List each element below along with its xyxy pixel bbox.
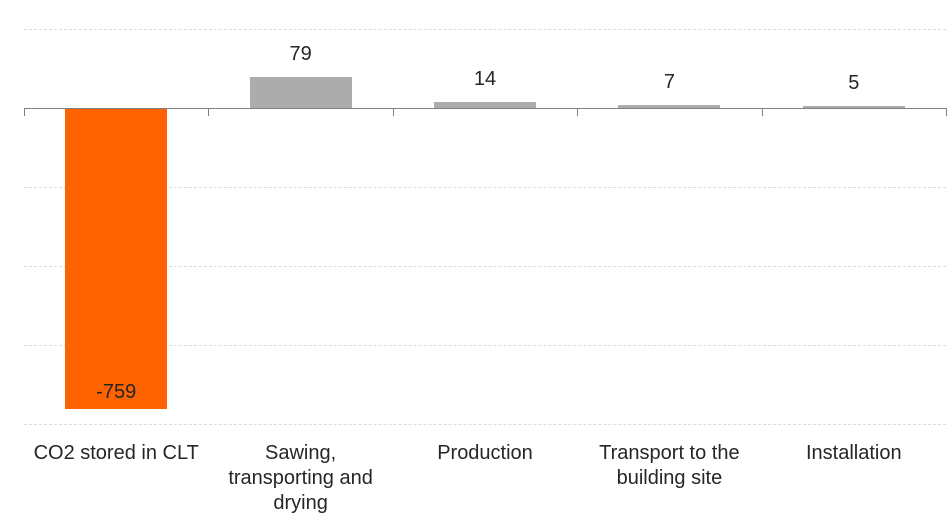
- x-axis-tick: [761, 108, 763, 116]
- bar-transport-to-the-building-site: [618, 105, 721, 108]
- value-label-sawing-transporting-and-drying: 79: [289, 42, 312, 65]
- category-label-line: CO2 stored in CLT: [33, 442, 199, 464]
- category-label-sawing-transporting-and-drying: Sawing, transporting and drying: [201, 441, 401, 516]
- category-label-line: drying: [273, 492, 328, 514]
- x-axis-tick: [946, 108, 947, 116]
- category-label-production: Production: [385, 441, 585, 466]
- gridline: [24, 345, 946, 346]
- category-label-line: Installation: [805, 442, 902, 464]
- category-label-line: Production: [437, 442, 533, 464]
- value-label-installation: 5: [848, 72, 860, 95]
- gridline: [24, 424, 946, 425]
- value-label-production: 14: [473, 68, 497, 91]
- bar-sawing-transporting-and-drying: [249, 76, 352, 108]
- x-axis-line: [24, 108, 946, 109]
- x-axis-tick: [392, 108, 394, 116]
- category-label-transport-to-the-building-site: Transport to the building site: [569, 441, 769, 491]
- gridline: [24, 187, 946, 188]
- category-label-co2-stored-in-clt: CO2 stored in CLT: [16, 441, 216, 466]
- category-label-line: transporting and: [228, 467, 373, 489]
- x-axis-tick: [577, 108, 579, 116]
- x-axis-tick: [24, 108, 25, 116]
- bar-production: [434, 102, 536, 108]
- gridline: [24, 29, 946, 30]
- value-label-transport-to-the-building-site: 7: [663, 71, 675, 94]
- bar-installation: [802, 106, 905, 108]
- value-label-co2-stored-in-clt: -759: [96, 380, 137, 403]
- bar-co2-stored-in-clt: [65, 109, 168, 409]
- x-axis-tick: [208, 108, 210, 116]
- category-label-line: building site: [616, 467, 723, 489]
- category-label-installation: Installation: [754, 441, 952, 466]
- category-label-line: Sawing,: [265, 442, 337, 464]
- gridline: [24, 266, 946, 267]
- category-label-line: Transport to the: [599, 442, 740, 464]
